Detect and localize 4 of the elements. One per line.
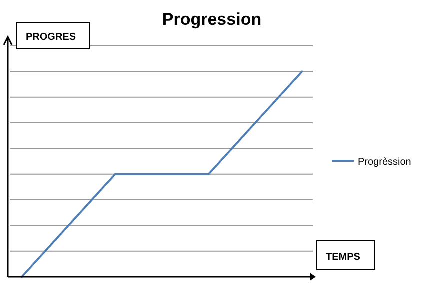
chart-title: Progression — [162, 10, 262, 29]
legend-label: Progrèssion — [358, 157, 412, 168]
x-axis-title: TEMPS — [326, 252, 361, 263]
y-axis-title: PROGRES — [26, 32, 76, 43]
